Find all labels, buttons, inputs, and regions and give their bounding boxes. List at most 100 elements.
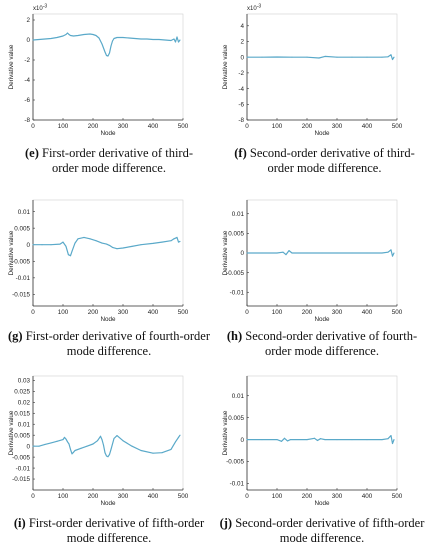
- data-point: [158, 38, 160, 41]
- data-point: [65, 33, 67, 36]
- y-tick-label: -2: [238, 70, 244, 77]
- data-point: [71, 250, 73, 252]
- data-point: [336, 439, 338, 441]
- y-tick-label: 0.005: [228, 415, 244, 422]
- y-tick-label: 0.03: [18, 378, 31, 385]
- data-point: [336, 56, 338, 58]
- x-tick-label: 300: [332, 123, 343, 130]
- data-point: [104, 452, 106, 454]
- y-tick-label: 0: [240, 437, 244, 444]
- data-point: [131, 245, 133, 247]
- data-point: [105, 243, 108, 245]
- x-tick-label: 400: [148, 493, 159, 500]
- data-point: [387, 56, 389, 58]
- chart-panel-h: 0 100 200 300 400 500 0.01 0.005 0 -0.005 -0.01 Nod…: [214, 190, 429, 360]
- x-tick-label: 200: [302, 493, 313, 500]
- x-tick-label: 400: [362, 123, 373, 130]
- y-tick-label: 0: [26, 443, 30, 450]
- data-point: [113, 437, 115, 440]
- data-point: [286, 440, 289, 442]
- data-point: [140, 449, 142, 452]
- caption-text-i: First-order derivative of fifth-order mo…: [28, 516, 205, 545]
- data-point: [179, 434, 181, 436]
- data-point: [72, 35, 75, 37]
- plot-frame: [246, 13, 398, 121]
- data-point: [96, 440, 99, 442]
- data-point: [177, 241, 180, 243]
- caption-g: (g) First-order derivative of fourth-ord…: [4, 329, 214, 359]
- caption-e: (e) First-order derivative of third-orde…: [14, 146, 204, 176]
- chart-svg-h: 0 100 200 300 400 500 0.01 0.005 0 -0.005 -0.01 Nod…: [222, 199, 403, 323]
- y-axis-label: Derivative value: [222, 230, 229, 275]
- x-tick-label: 300: [118, 493, 129, 500]
- y-tick-label: -2: [24, 57, 30, 64]
- data-point: [170, 240, 172, 242]
- y-tick-label: -0.01: [16, 465, 31, 472]
- data-point: [179, 240, 181, 242]
- data-point: [122, 36, 124, 39]
- data-point: [313, 437, 316, 439]
- x-tick-label: 500: [392, 309, 403, 316]
- chart-svg-g: 0 100 200 300 400 500 0.01 0.005 0 -0.005 -0.01 -0.…: [8, 199, 189, 323]
- y-tick-label: 0.015: [14, 410, 30, 417]
- data-point: [108, 244, 111, 246]
- plot-frame: [32, 375, 184, 491]
- x-tick-label: 300: [332, 493, 343, 500]
- data-point: [32, 244, 34, 246]
- x-tick-label: 300: [118, 123, 129, 130]
- data-point: [393, 439, 395, 441]
- data-point: [140, 38, 142, 40]
- y-tick-label: 2: [240, 39, 244, 46]
- x-tick-label: 400: [148, 309, 159, 316]
- data-point: [122, 247, 124, 249]
- data-point: [63, 436, 66, 438]
- data-point: [381, 439, 383, 441]
- y-tick-label: 0.005: [14, 432, 30, 439]
- x-axis-label: Node: [314, 500, 330, 507]
- data-point: [319, 438, 322, 440]
- y-tick-label: 4: [240, 23, 244, 30]
- data-point: [128, 37, 130, 39]
- series-line: [247, 249, 395, 257]
- data-point: [105, 54, 108, 57]
- data-point: [381, 252, 383, 254]
- axis-exponent-power: -3: [257, 4, 262, 10]
- data-point: [173, 238, 175, 240]
- x-axis-label: Node: [100, 316, 116, 323]
- caption-text-g: First-order derivative of fourth-order m…: [25, 329, 210, 358]
- y-tick-label: -0.01: [230, 289, 245, 296]
- data-point: [108, 52, 111, 54]
- chart-svg-j: 0 100 200 300 400 500 0.01 0.005 0 -0.005 -0.01 Nod…: [222, 375, 403, 507]
- data-point: [110, 448, 112, 450]
- x-tick-label: 200: [302, 123, 313, 130]
- data-point: [62, 241, 64, 243]
- chart-panel-f: 0 100 200 300 400 500 4 2 0 -2 -4 -6 -8 Node Derivativ…: [214, 0, 429, 184]
- data-point: [152, 38, 154, 41]
- y-axis-label: Derivative value: [222, 410, 229, 455]
- data-point: [366, 439, 368, 441]
- data-point: [80, 447, 82, 449]
- x-axis-label: Node: [100, 500, 116, 507]
- y-tick-label: 0.005: [228, 231, 244, 238]
- caption-text-e: First-order derivative of third-order mo…: [42, 146, 193, 175]
- x-tick-label: 100: [272, 123, 283, 130]
- plot-frame: [246, 375, 398, 491]
- data-point: [366, 252, 368, 254]
- data-point: [170, 448, 172, 450]
- data-point: [101, 242, 103, 244]
- y-tick-label: 0.01: [18, 209, 31, 216]
- x-tick-label: 200: [88, 493, 99, 500]
- data-point: [122, 440, 124, 442]
- y-tick-label: 0.01: [232, 211, 245, 218]
- x-tick-label: 500: [392, 493, 403, 500]
- data-point: [390, 249, 392, 251]
- data-point: [366, 56, 368, 58]
- caption-text-j: Second-order derivative of fifth-order m…: [235, 516, 425, 545]
- data-point: [289, 439, 292, 441]
- caption-letter-h: (h): [226, 329, 243, 343]
- data-point: [113, 37, 115, 40]
- data-point: [261, 56, 263, 58]
- caption-i: (i) First-order derivative of fifth-orde…: [4, 516, 214, 546]
- y-tick-label: -0.01: [230, 481, 245, 488]
- data-point: [174, 441, 177, 443]
